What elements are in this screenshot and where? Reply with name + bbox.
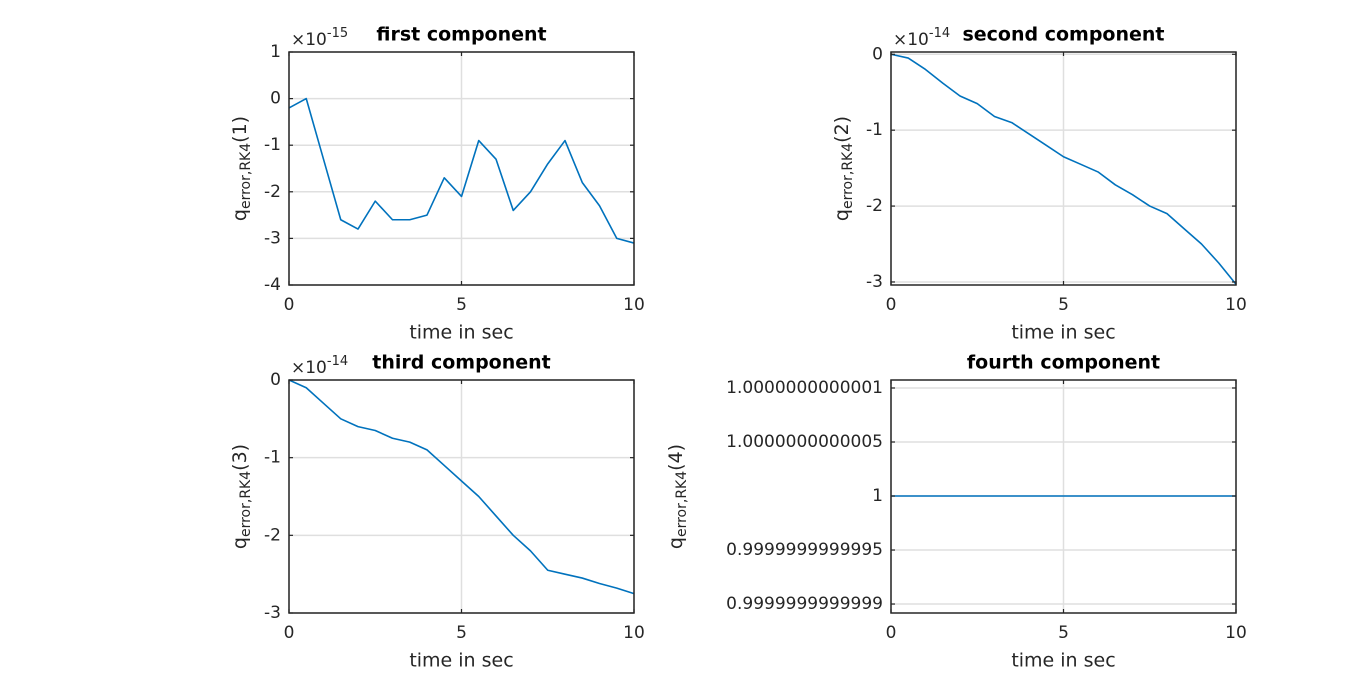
y-tick-label: -1 <box>866 120 883 140</box>
data-line <box>288 379 635 595</box>
exponent-base: ×10 <box>893 30 929 50</box>
x-tick-label: 5 <box>456 295 467 315</box>
y-tick-label: 0 <box>872 44 883 64</box>
y-label-subscript: error,RK4 <box>238 471 254 537</box>
x-axis-label: time in sec <box>1011 650 1115 672</box>
y-label-subscript: error,RK4 <box>674 471 690 537</box>
y-tick-label: -1 <box>264 135 281 155</box>
y-label-suffix: (4) <box>665 444 687 471</box>
y-tick-label: -3 <box>264 603 281 623</box>
exponent-base: ×10 <box>291 30 327 50</box>
x-axis-label: time in sec <box>409 650 513 672</box>
axis-exponent: ×10-14 <box>291 354 348 379</box>
exponent-power: -14 <box>929 26 950 41</box>
y-label-base: q <box>831 209 853 221</box>
chart-title: fourth component <box>967 352 1160 374</box>
y-axis-label: qerror,RK4(3) <box>229 444 255 549</box>
x-tick-label: 0 <box>284 623 295 643</box>
y-tick-label: 0.9999999999999 <box>726 594 883 614</box>
y-label-subscript: error,RK4 <box>238 143 254 209</box>
x-tick-label: 10 <box>623 623 645 643</box>
y-tick-label: 1.0000000000005 <box>726 432 883 452</box>
chart-title: second component <box>962 24 1164 46</box>
exponent-base: ×10 <box>291 358 327 378</box>
y-label-suffix: (1) <box>229 116 251 143</box>
x-tick-label: 0 <box>886 295 897 315</box>
y-label-suffix: (3) <box>229 444 251 471</box>
exponent-power: -15 <box>327 26 348 41</box>
y-axis-label: qerror,RK4(4) <box>665 444 691 549</box>
y-tick-label: -3 <box>866 272 883 292</box>
y-label-base: q <box>665 537 687 549</box>
y-tick-label: -2 <box>264 182 281 202</box>
chart-title: third component <box>372 352 551 374</box>
x-tick-label: 10 <box>623 295 645 315</box>
data-line <box>890 53 1237 285</box>
data-line <box>288 97 635 244</box>
x-axis-label: time in sec <box>409 322 513 344</box>
y-tick-label: 1 <box>872 486 883 506</box>
y-label-subscript: error,RK4 <box>840 143 856 209</box>
x-tick-label: 10 <box>1225 623 1247 643</box>
x-tick-label: 5 <box>1058 623 1069 643</box>
x-axis-label: time in sec <box>1011 322 1115 344</box>
axis-exponent: ×10-14 <box>893 26 950 51</box>
y-tick-label: 1 <box>270 42 281 62</box>
x-tick-label: 0 <box>284 295 295 315</box>
x-tick-label: 5 <box>1058 295 1069 315</box>
x-tick-label: 5 <box>456 623 467 643</box>
y-tick-label: -2 <box>866 196 883 216</box>
y-axis-label: qerror,RK4(1) <box>229 116 255 221</box>
y-tick-label: -2 <box>264 525 281 545</box>
chart-title: first component <box>376 24 546 46</box>
x-tick-label: 0 <box>886 623 897 643</box>
y-tick-label: 0.9999999999995 <box>726 540 883 560</box>
y-axis-label: qerror,RK4(2) <box>831 116 857 221</box>
y-tick-label: 1.0000000000001 <box>726 378 883 398</box>
y-tick-label: -4 <box>264 275 281 295</box>
y-tick-label: 0 <box>270 89 281 109</box>
exponent-power: -14 <box>327 354 348 369</box>
y-tick-label: -3 <box>264 228 281 248</box>
y-label-base: q <box>229 209 251 221</box>
y-tick-label: 0 <box>270 370 281 390</box>
y-tick-label: -1 <box>264 448 281 468</box>
x-tick-label: 10 <box>1225 295 1247 315</box>
axis-exponent: ×10-15 <box>291 26 348 51</box>
y-label-suffix: (2) <box>831 116 853 143</box>
y-label-base: q <box>229 537 251 549</box>
